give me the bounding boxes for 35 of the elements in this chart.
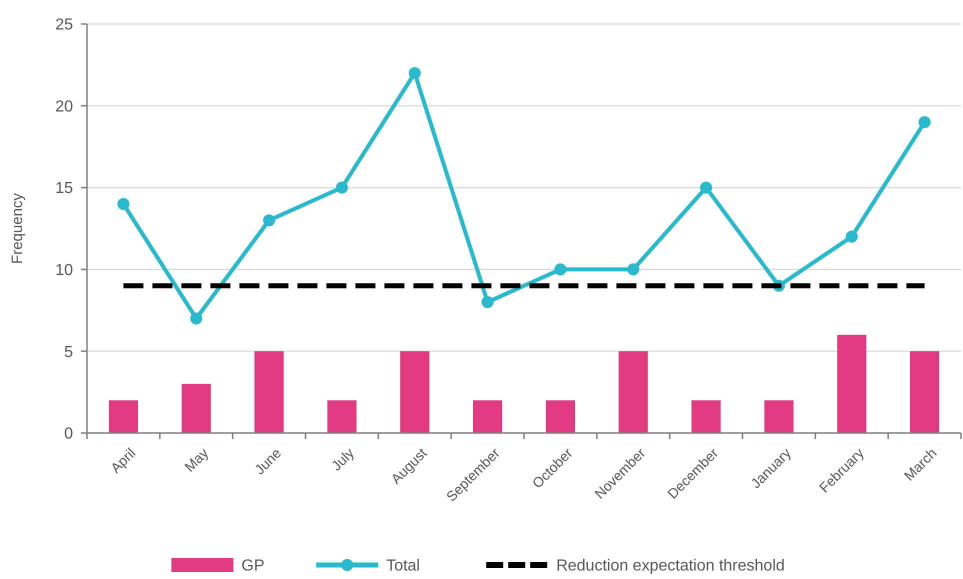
bar bbox=[618, 351, 648, 433]
point bbox=[336, 182, 348, 194]
y-tick-label: 10 bbox=[55, 262, 74, 279]
legend-label: Total bbox=[386, 558, 420, 575]
point bbox=[190, 312, 202, 324]
x-tick-label: July bbox=[328, 444, 357, 474]
point bbox=[554, 263, 566, 276]
point bbox=[846, 230, 858, 243]
bar bbox=[837, 334, 866, 433]
bar bbox=[182, 384, 211, 433]
bar bbox=[764, 400, 794, 433]
y-tick-label: 20 bbox=[55, 98, 74, 116]
x-tick-label: May bbox=[181, 444, 212, 475]
point bbox=[482, 296, 494, 308]
point bbox=[117, 198, 130, 210]
point bbox=[263, 214, 276, 226]
bar bbox=[108, 400, 138, 433]
point bbox=[627, 263, 640, 276]
bar bbox=[327, 400, 356, 433]
bar bbox=[546, 400, 575, 433]
bar bbox=[692, 400, 721, 433]
y-tick-label: 25 bbox=[55, 16, 74, 34]
y-tick-label: 5 bbox=[64, 344, 74, 361]
bar bbox=[254, 351, 284, 433]
bar bbox=[910, 351, 940, 433]
y-tick-label: 15 bbox=[55, 180, 74, 198]
legend-label: GP bbox=[241, 558, 265, 575]
bar bbox=[473, 400, 502, 433]
point bbox=[408, 67, 421, 80]
point bbox=[700, 182, 712, 194]
y-axis-title: Frequency bbox=[9, 192, 26, 264]
point bbox=[918, 116, 931, 128]
bar bbox=[400, 351, 430, 433]
y-tick-label: 0 bbox=[64, 426, 74, 443]
legend-label: Reduction expectation threshold bbox=[556, 558, 785, 575]
